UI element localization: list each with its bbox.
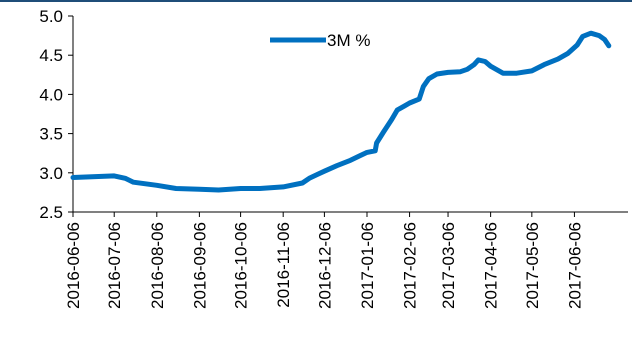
x-tick-label: 2017-04-06 xyxy=(482,222,501,309)
x-tick-label: 2016-10-06 xyxy=(232,222,251,309)
x-tick-label: 2017-01-06 xyxy=(358,222,377,309)
y-tick-label: 3.0 xyxy=(39,164,63,183)
y-tick-label: 4.0 xyxy=(39,85,63,104)
x-tick-label: 2016-09-06 xyxy=(190,222,209,309)
top-rule xyxy=(0,0,632,2)
y-tick-label: 4.5 xyxy=(39,46,63,65)
x-tick-label: 2016-07-06 xyxy=(105,222,124,309)
x-tick-labels: 2016-06-06 2016-07-06 2016-08-06 2016-09-06… xyxy=(64,222,584,309)
y-tick-labels: 2.5 3.0 3.5 4.0 4.5 5.0 xyxy=(39,7,63,222)
x-tick-label: 2016-06-06 xyxy=(64,222,83,309)
legend-label-3m: 3M % xyxy=(327,31,370,50)
y-tick-label: 5.0 xyxy=(39,7,63,26)
x-tick-label: 2016-12-06 xyxy=(315,222,334,309)
series-line-0 xyxy=(70,30,612,193)
x-tick-label: 2017-06-06 xyxy=(565,222,584,309)
x-tick-label: 2017-05-06 xyxy=(523,222,542,309)
x-tick-label: 2016-11-06 xyxy=(274,222,293,308)
x-tick-label: 2017-02-06 xyxy=(401,222,420,309)
x-tick-label: 2016-08-06 xyxy=(148,222,167,309)
y-tick-label: 3.5 xyxy=(39,125,63,144)
plot-area xyxy=(70,30,612,193)
x-tick-label: 2017-03-06 xyxy=(439,222,458,309)
y-tick-label: 2.5 xyxy=(39,203,63,222)
legend: 3M % xyxy=(270,31,370,50)
